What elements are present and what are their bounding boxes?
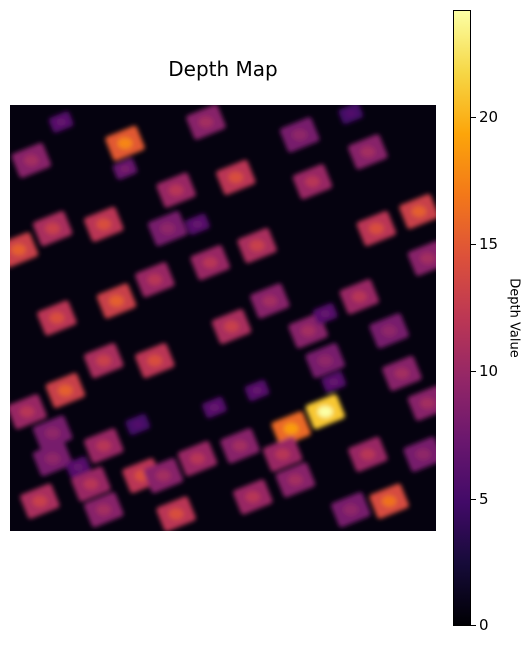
heatmap-cell-core (168, 184, 184, 196)
heatmap-cell-core (198, 116, 214, 128)
colorbar-tick-label: 15 (479, 235, 499, 254)
heatmap-cell-core (147, 354, 163, 367)
heatmap-cell-core (381, 325, 397, 337)
heatmap-cell-core (202, 256, 218, 269)
heatmap-cell-core (287, 474, 303, 486)
heatmap-cell-core (160, 222, 176, 235)
heatmap-cell-core (117, 137, 133, 150)
heatmap-cell-core (228, 171, 244, 184)
heatmap-cell-core (19, 406, 35, 418)
heatmap-cell-core (45, 427, 61, 439)
heatmap-cell-core (317, 354, 333, 367)
heatmap-cell-core (415, 448, 431, 461)
colorbar-tick-mark (471, 244, 476, 246)
chart-title: Depth Map (168, 57, 278, 81)
heatmap-cell-core (132, 420, 143, 429)
colorbar-tick-label: 20 (479, 107, 499, 126)
heatmap-cell-core (96, 354, 112, 367)
heatmap-cell-core (300, 325, 316, 337)
heatmap-cell-core (283, 423, 299, 435)
colorbar-tick-mark (471, 625, 476, 626)
heatmap-cell-core (96, 218, 112, 230)
heatmap-cell-core (245, 491, 261, 503)
heatmap-cell-core (83, 478, 99, 490)
colorbar-tick-label: 10 (479, 362, 499, 381)
heatmap-cell-core (57, 384, 73, 397)
heatmap-cell-core (73, 463, 83, 471)
heatmap-cell-core (317, 406, 333, 418)
heatmap-cell-core (420, 252, 435, 265)
heatmap-cell-core (120, 165, 130, 173)
heatmap-cell-core (411, 205, 427, 218)
heatmap-cell-core (394, 367, 410, 380)
heatmap-cell-core (368, 222, 384, 235)
heatmap-cell-core (155, 469, 171, 482)
heatmap-cell-core (96, 440, 112, 452)
heatmap-cell-core (224, 320, 240, 333)
heatmap-cell-core (262, 295, 278, 307)
heatmap-cell-core (249, 239, 265, 252)
heatmap-cell-core (232, 440, 248, 452)
heatmap-canvas (10, 105, 436, 531)
heatmap-cell-core (56, 118, 66, 126)
colorbar-tick-label: 5 (479, 489, 489, 508)
heatmap-cell-core (328, 378, 339, 386)
heatmap-plot (10, 105, 436, 531)
heatmap-cell-core (275, 448, 291, 461)
heatmap-cell-core (252, 386, 262, 394)
heatmap-cell-core (49, 312, 65, 324)
heatmap-cell-core (147, 273, 163, 286)
heatmap-cell-core (420, 397, 435, 409)
heatmap-cell-core (304, 175, 320, 188)
colorbar-label: Depth Value (506, 278, 522, 358)
heatmap-cell-core (96, 503, 112, 516)
heatmap-cell-core (320, 310, 331, 318)
heatmap-cell-core (189, 452, 205, 465)
heatmap-cell-core (343, 503, 359, 516)
colorbar-tick-mark (471, 498, 476, 500)
heatmap-cell-core (32, 495, 48, 507)
heatmap-cell-core (109, 295, 124, 307)
heatmap-cell-core (209, 403, 220, 411)
colorbar-tick-mark (471, 371, 476, 373)
heatmap-cell-core (168, 508, 184, 520)
colorbar-tick-mark (471, 116, 476, 118)
heatmap-cell-core (45, 452, 61, 465)
heatmap-cell-core (351, 290, 367, 303)
colorbar-tick-label: 0 (479, 616, 489, 634)
heatmap-cell-core (360, 448, 376, 461)
heatmap-cell-core (45, 222, 61, 235)
heatmap-cell-core (345, 110, 356, 118)
heatmap-cell-core (192, 220, 203, 228)
heatmap-cell-core (381, 495, 397, 507)
heatmap-cell-core (11, 244, 26, 256)
heatmap-cell-core (23, 154, 39, 167)
heatmap-cell-core (292, 129, 308, 141)
colorbar (453, 10, 471, 626)
heatmap-cell-core (360, 146, 376, 158)
